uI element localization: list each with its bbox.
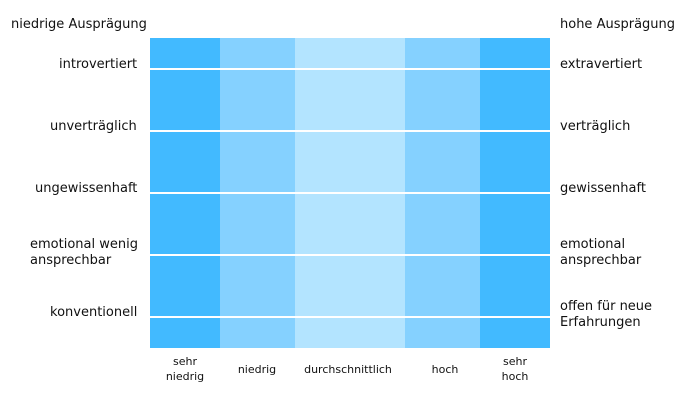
trait-low-label-3: ungewissenhaft <box>35 181 138 196</box>
trait-low-label-1: introvertiert <box>59 57 138 72</box>
trait-low-label-4: emotional wenig ansprechbar <box>30 237 138 268</box>
category-label-very-low: sehr niedrig <box>165 355 205 383</box>
trait-low-label-5: konventionell <box>50 305 138 320</box>
trait-scale-chart <box>150 38 550 348</box>
trait-high-label-1: extravertiert <box>560 57 643 72</box>
high-expression-heading: hohe Ausprägung <box>560 17 676 32</box>
low-expression-heading: niedrige Ausprägung <box>11 17 147 32</box>
category-label-high: hoch <box>431 363 459 376</box>
trait-line-2 <box>150 130 550 132</box>
trait-low-label-2: unverträglich <box>50 119 137 134</box>
trait-line-3 <box>150 192 550 194</box>
category-label-low: niedrig <box>237 363 277 376</box>
trait-line-1 <box>150 68 550 70</box>
category-label-average: durchschnittlich <box>304 363 392 376</box>
trait-high-label-3: gewissenhaft <box>560 181 646 196</box>
trait-high-label-4: emotional ansprechbar <box>560 237 642 268</box>
trait-high-label-5: offen für neue Erfahrungen <box>560 299 653 330</box>
trait-line-5 <box>150 316 550 318</box>
category-label-very-high: sehr hoch <box>501 355 529 383</box>
trait-line-4 <box>150 254 550 256</box>
trait-high-label-2: verträglich <box>560 119 631 134</box>
